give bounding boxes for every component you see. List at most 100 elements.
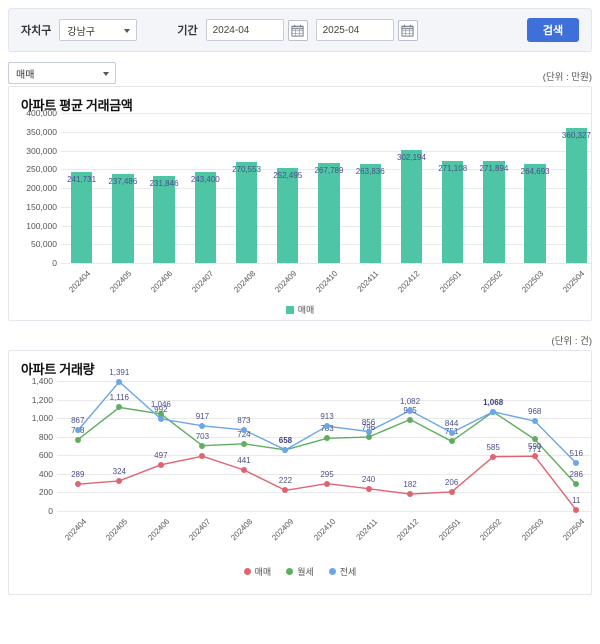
panel1-header: 매매 (단위 : 만원)	[8, 62, 592, 84]
data-point-label: 796	[361, 423, 376, 433]
y-axis-tick: 1,400	[31, 376, 53, 386]
legend-item-wolse[interactable]: 월세	[286, 565, 314, 578]
legend-item-maemae[interactable]: 매매	[285, 303, 314, 316]
gridline	[61, 131, 591, 133]
data-point-label: 324	[112, 466, 126, 476]
data-point[interactable]	[240, 440, 247, 447]
bar[interactable]	[318, 162, 340, 263]
bar[interactable]	[235, 161, 258, 263]
data-point[interactable]	[240, 426, 247, 433]
x-axis-tick: 202502	[478, 517, 504, 543]
data-point[interactable]	[157, 415, 164, 422]
data-point[interactable]	[157, 410, 164, 417]
data-point[interactable]	[282, 446, 289, 453]
data-point[interactable]	[531, 453, 538, 460]
data-point[interactable]	[531, 436, 538, 443]
data-point[interactable]	[448, 438, 455, 445]
legend-dot-icon	[243, 568, 251, 575]
data-point[interactable]	[365, 428, 372, 435]
bar[interactable]	[359, 164, 381, 263]
panel2-title: 아파트 거래량	[21, 362, 95, 377]
bar[interactable]	[441, 161, 464, 263]
x-axis-tick: 202504	[561, 269, 587, 295]
data-point[interactable]	[157, 461, 164, 468]
data-point[interactable]	[324, 423, 330, 430]
data-point[interactable]	[490, 453, 497, 460]
line-chart-legend: 매매 월세 전세	[9, 565, 591, 578]
bar-value-label: 267,789	[314, 165, 344, 175]
data-point[interactable]	[448, 488, 455, 495]
data-point-label: 992	[154, 404, 168, 414]
bar[interactable]	[112, 173, 134, 263]
x-axis-tick: 202408	[231, 269, 257, 295]
district-select[interactable]: 강남구	[59, 19, 138, 41]
x-axis-tick: 202412	[395, 517, 421, 543]
data-point[interactable]	[199, 453, 206, 460]
trade-type-select[interactable]: 매매	[8, 62, 116, 84]
data-point[interactable]	[365, 485, 372, 492]
bar[interactable]	[153, 176, 175, 263]
data-point-label: 240	[361, 474, 376, 484]
data-point[interactable]	[240, 467, 247, 474]
panel1-title: 아파트 평균 거래금액	[21, 98, 133, 113]
y-axis-tick: 200	[38, 487, 53, 498]
data-point[interactable]	[531, 418, 538, 425]
x-axis-tick: 202405	[107, 269, 134, 295]
data-point[interactable]	[74, 481, 81, 488]
date-to-calendar-icon[interactable]	[397, 19, 418, 41]
data-point[interactable]	[282, 487, 289, 494]
data-point[interactable]	[324, 435, 330, 442]
data-point[interactable]	[573, 460, 580, 467]
x-axis-tick: 202503	[519, 517, 546, 543]
x-axis-tick: 202410	[312, 517, 338, 543]
y-axis-tick: 350,000	[26, 126, 57, 137]
data-point[interactable]	[448, 429, 455, 436]
data-point[interactable]	[407, 491, 414, 498]
x-axis-tick: 202404	[66, 269, 92, 295]
bar[interactable]	[400, 149, 423, 263]
legend-item-maemae[interactable]: 매매	[243, 565, 271, 578]
x-axis-tick: 202407	[190, 269, 216, 295]
data-point[interactable]	[407, 416, 414, 423]
data-point[interactable]	[324, 480, 330, 487]
date-from-input[interactable]: 2024-04	[205, 19, 284, 41]
panel2-unit: (단위 : 건)	[551, 336, 592, 347]
bar[interactable]	[70, 172, 93, 263]
date-to-input[interactable]: 2025-04	[315, 19, 394, 41]
x-axis-tick: 202411	[355, 269, 381, 294]
x-axis-tick: 202503	[520, 269, 546, 295]
search-button[interactable]: 검색	[527, 18, 579, 42]
data-point[interactable]	[490, 408, 497, 415]
bar[interactable]	[565, 127, 588, 263]
data-point[interactable]	[573, 481, 580, 488]
bar-value-label: 241,731	[67, 175, 97, 185]
date-from-calendar-icon[interactable]	[287, 19, 308, 41]
data-point[interactable]	[116, 378, 123, 385]
bar[interactable]	[483, 161, 505, 263]
legend-dot-icon	[286, 568, 294, 575]
data-point[interactable]	[573, 506, 580, 513]
data-point-label: 968	[528, 407, 542, 417]
x-axis-tick: 202404	[62, 517, 89, 543]
bar[interactable]	[277, 168, 299, 263]
data-point[interactable]	[199, 442, 206, 449]
data-point-label: 1,046	[150, 399, 171, 409]
data-point[interactable]	[74, 427, 81, 434]
gridline	[57, 511, 591, 512]
y-axis-tick: 150,000	[26, 201, 57, 212]
district-label: 자치구	[21, 25, 52, 37]
bar-value-label: 264,693	[520, 166, 550, 176]
chevron-down-icon	[103, 72, 109, 76]
data-point[interactable]	[116, 404, 123, 411]
bar[interactable]	[194, 171, 217, 263]
bar-value-label: 252,495	[273, 171, 303, 181]
data-point[interactable]	[407, 407, 414, 414]
bar[interactable]	[524, 163, 546, 263]
data-point[interactable]	[199, 422, 206, 429]
panel1-unit: (단위 : 만원)	[542, 72, 592, 83]
data-point[interactable]	[365, 434, 372, 441]
data-point[interactable]	[116, 477, 123, 484]
data-point[interactable]	[74, 436, 81, 443]
avg-price-card: 아파트 평균 거래금액 400,000 350,000 300,000 250,000…	[8, 86, 592, 321]
legend-item-jeonse[interactable]: 전세	[328, 565, 356, 578]
